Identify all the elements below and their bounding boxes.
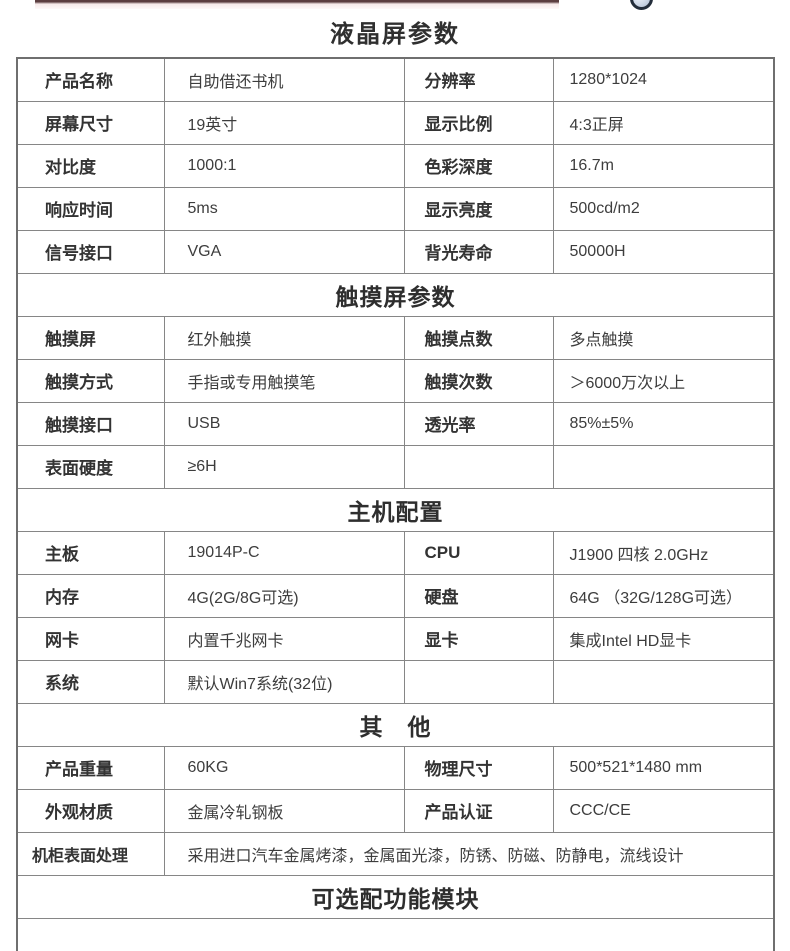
spec-label: 触摸方式 xyxy=(16,358,165,403)
spec-value: 4:3正屏 xyxy=(552,100,775,145)
spec-value: VGA xyxy=(163,229,405,274)
section-header-row: 其 他 xyxy=(16,702,775,747)
spec-label: 触摸点数 xyxy=(403,315,554,360)
spec-value: 19014P-C xyxy=(163,530,405,575)
spec-label: 外观材质 xyxy=(16,788,165,833)
spec-value xyxy=(552,659,775,704)
spec-label: 硬盘 xyxy=(403,573,554,618)
spec-table: 产品名称 自助借还书机 分辨率 1280*1024 屏幕尺寸 19英寸 显示比例 4:3正屏对… xyxy=(16,57,775,951)
table-row: 系统 默认Win7系统(32位) xyxy=(16,659,775,704)
spec-value: 60KG xyxy=(163,745,405,790)
section-header-row: 主机配置 xyxy=(16,487,775,532)
spec-label: 触摸屏 xyxy=(16,315,165,360)
spec-value: 集成Intel HD显卡 xyxy=(552,616,775,661)
spec-value: 500cd/m2 xyxy=(552,186,775,231)
spec-value: 1000:1 xyxy=(163,143,405,188)
spec-label: CPU xyxy=(403,530,554,575)
spec-value: 500*521*1480 mm xyxy=(552,745,775,790)
section-title: 其 他 xyxy=(16,702,775,747)
spec-label: 显示比例 xyxy=(403,100,554,145)
table-row: 网卡 内置千兆网卡 显卡 集成Intel HD显卡 xyxy=(16,616,775,661)
table-row: 产品重量 60KG 物理尺寸 500*521*1480 mm xyxy=(16,745,775,790)
spec-label: 背光寿命 xyxy=(403,229,554,274)
spec-label: 产品重量 xyxy=(16,745,165,790)
section-title: 触摸屏参数 xyxy=(16,272,775,317)
section-title: 主机配置 xyxy=(16,487,775,532)
clipped-next-row xyxy=(16,917,775,951)
table-row: 响应时间 5ms 显示亮度 500cd/m2 xyxy=(16,186,775,231)
spec-value: 手指或专用触摸笔 xyxy=(163,358,405,403)
spec-label: 分辨率 xyxy=(403,57,554,102)
page-title: 液晶屏参数 xyxy=(330,21,460,48)
spec-label xyxy=(403,659,554,704)
spec-label: 内存 xyxy=(16,573,165,618)
table-row: 对比度 1000:1 色彩深度 16.7m xyxy=(16,143,775,188)
table-row: 产品名称 自助借还书机 分辨率 1280*1024 xyxy=(16,57,775,102)
table-row: 触摸屏 红外触摸 触摸点数 多点触摸 xyxy=(16,315,775,360)
spec-label: 产品名称 xyxy=(16,57,165,102)
spec-label: 色彩深度 xyxy=(403,143,554,188)
spec-label: 透光率 xyxy=(403,401,554,446)
table-row: 信号接口 VGA 背光寿命 50000H xyxy=(16,229,775,274)
table-row: 屏幕尺寸 19英寸 显示比例 4:3正屏 xyxy=(16,100,775,145)
spec-label: 表面硬度 xyxy=(16,444,165,489)
spec-label: 物理尺寸 xyxy=(403,745,554,790)
section-header-row: 可选配功能模块 xyxy=(16,874,775,919)
spec-value: ≥6H xyxy=(163,444,405,489)
table-row: 表面硬度 ≥6H xyxy=(16,444,775,489)
spec-value: 红外触摸 xyxy=(163,315,405,360)
spec-value: 16.7m xyxy=(552,143,775,188)
spec-label: 机柜表面处理 xyxy=(16,831,165,876)
table-row: 外观材质 金属冷轧钢板 产品认证 CCC/CE xyxy=(16,788,775,833)
spec-value: 默认Win7系统(32位) xyxy=(163,659,405,704)
spec-value: 85%±5% xyxy=(552,401,775,446)
spec-value: 19英寸 xyxy=(163,100,405,145)
spec-label: 系统 xyxy=(16,659,165,704)
spec-value: 采用进口汽车金属烤漆，金属面光漆，防锈、防磁、防静电，流线设计 xyxy=(163,831,775,876)
spec-label: 触摸接口 xyxy=(16,401,165,446)
spec-value: 50000H xyxy=(552,229,775,274)
spec-label: 显卡 xyxy=(403,616,554,661)
table-row: 机柜表面处理 采用进口汽车金属烤漆，金属面光漆，防锈、防磁、防静电，流线设计 xyxy=(16,831,775,876)
top-banner-edge xyxy=(35,0,559,9)
spec-value: J1900 四核 2.0GHz xyxy=(552,530,775,575)
spec-label: 对比度 xyxy=(16,143,165,188)
spec-label: 网卡 xyxy=(16,616,165,661)
table-row: 内存 4G(2G/8G可选) 硬盘 64G （32G/128G可选） xyxy=(16,573,775,618)
spec-label: 触摸次数 xyxy=(403,358,554,403)
spec-value: 内置千兆网卡 xyxy=(163,616,405,661)
table-row xyxy=(16,917,775,951)
spec-label xyxy=(403,444,554,489)
spec-label: 产品认证 xyxy=(403,788,554,833)
table-row: 触摸方式 手指或专用触摸笔 触摸次数 ＞6000万次以上 xyxy=(16,358,775,403)
spec-value: 5ms xyxy=(163,186,405,231)
table-row: 触摸接口 USB 透光率 85%±5% xyxy=(16,401,775,446)
spec-label: 屏幕尺寸 xyxy=(16,100,165,145)
spec-value: 自助借还书机 xyxy=(163,57,405,102)
spec-value: 64G （32G/128G可选） xyxy=(552,573,775,618)
spec-label: 显示亮度 xyxy=(403,186,554,231)
section-header-row: 触摸屏参数 xyxy=(16,272,775,317)
table-row: 主板 19014P-C CPU J1900 四核 2.0GHz xyxy=(16,530,775,575)
spec-value: 多点触摸 xyxy=(552,315,775,360)
spec-value: 1280*1024 xyxy=(552,57,775,102)
spec-value xyxy=(552,444,775,489)
spec-value: ＞6000万次以上 xyxy=(552,358,775,403)
spec-value: 4G(2G/8G可选) xyxy=(163,573,405,618)
spec-label: 响应时间 xyxy=(16,186,165,231)
section-title: 可选配功能模块 xyxy=(16,874,775,919)
spec-label: 主板 xyxy=(16,530,165,575)
spec-label: 信号接口 xyxy=(16,229,165,274)
spec-value: CCC/CE xyxy=(552,788,775,833)
spec-value: 金属冷轧钢板 xyxy=(163,788,405,833)
spec-value: USB xyxy=(163,401,405,446)
